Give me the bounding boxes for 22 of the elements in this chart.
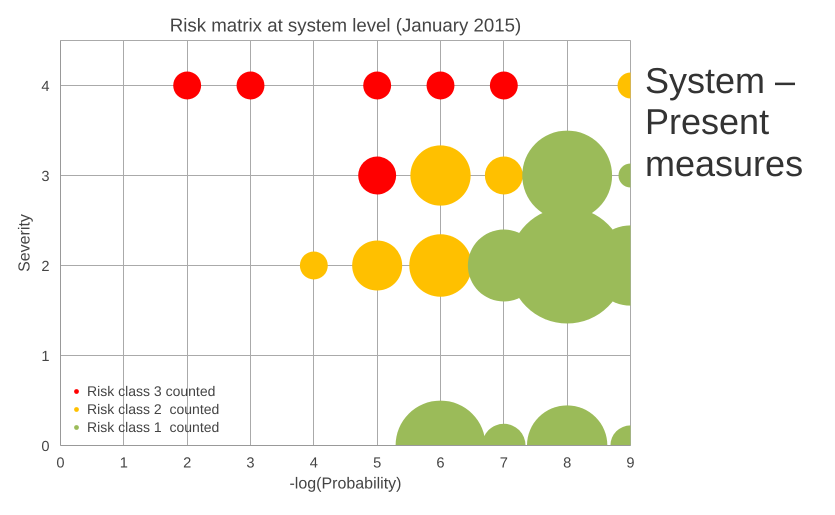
x-tick-label: 8 bbox=[563, 456, 572, 472]
x-tick-label: 1 bbox=[120, 456, 128, 472]
x-tick-label: 3 bbox=[246, 456, 255, 472]
x-tick-label: 9 bbox=[626, 456, 635, 472]
x-tick-label: 2 bbox=[183, 456, 192, 472]
x-tick-label: 5 bbox=[373, 456, 382, 472]
y-tick-label: 2 bbox=[41, 259, 50, 275]
y-tick-label: 0 bbox=[41, 439, 50, 455]
y-tick-label: 4 bbox=[41, 79, 50, 95]
x-tick-label: 7 bbox=[500, 456, 508, 472]
x-tick-label: 4 bbox=[310, 456, 318, 472]
legend-label: Risk class 1 counted bbox=[87, 419, 220, 435]
y-tick-label: 3 bbox=[41, 169, 50, 185]
x-tick-label: 6 bbox=[436, 456, 445, 472]
chart-title: Risk matrix at system level (January 2015) bbox=[170, 14, 522, 36]
y-axis-title: Severity bbox=[16, 214, 34, 272]
legend-label: Risk class 3 counted bbox=[87, 383, 216, 399]
legend-label: Risk class 2 counted bbox=[87, 401, 220, 417]
x-axis-title: -log(Probability) bbox=[289, 476, 402, 492]
y-tick-label: 1 bbox=[41, 349, 50, 365]
x-tick-label: 0 bbox=[56, 456, 65, 472]
text: System – Present measures bbox=[645, 60, 804, 184]
